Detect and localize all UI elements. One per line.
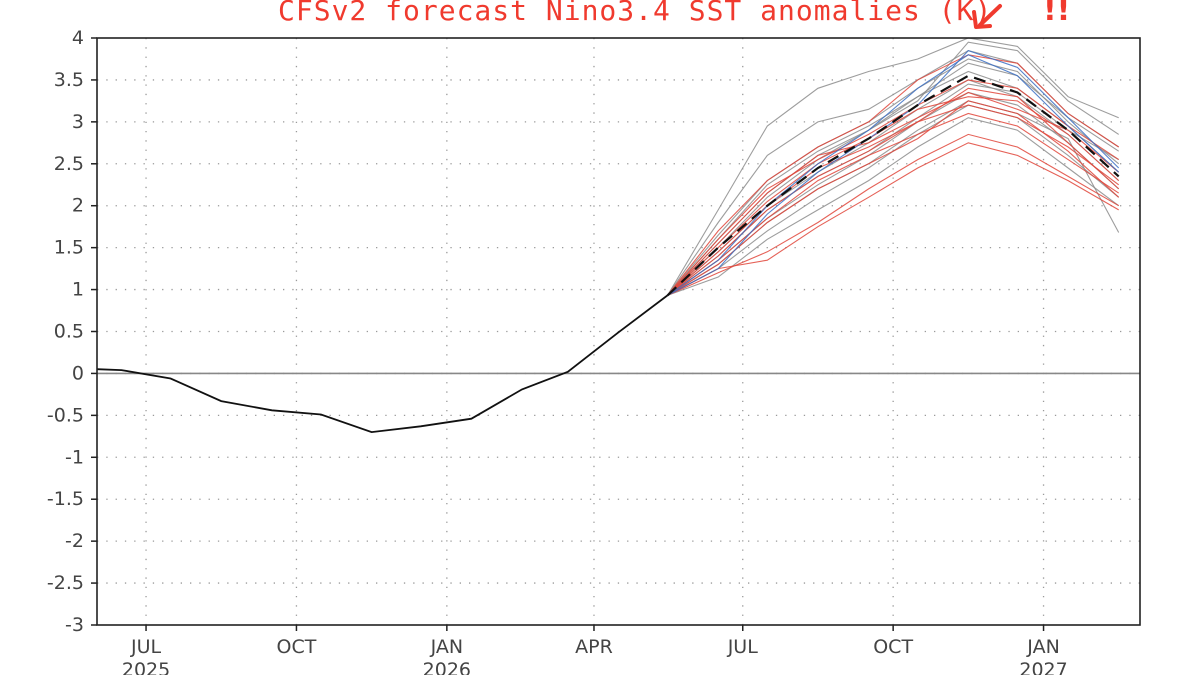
y-tick-label: -1 xyxy=(65,446,84,468)
y-tick-label: -2 xyxy=(65,530,84,552)
y-tick-label: 3 xyxy=(72,111,84,133)
x-tick-month-label: JAN xyxy=(430,636,463,658)
observed-line xyxy=(96,294,669,434)
ensemble-member-line-1 xyxy=(667,37,1119,296)
x-tick-year-label: 2026 xyxy=(423,659,471,675)
ensemble-members-layer xyxy=(667,37,1120,296)
ensemble-member-line-19 xyxy=(667,79,1120,296)
x-tick-month-label: JUL xyxy=(727,636,759,658)
y-tick-label: -0.5 xyxy=(47,404,84,426)
y-tick-label: 2 xyxy=(72,195,84,217)
x-tick-month-label: OCT xyxy=(873,636,913,658)
x-tick-month-label: JAN xyxy=(1026,636,1059,658)
ensemble-member-line-2 xyxy=(667,50,1120,296)
ensemble-member-line-22 xyxy=(667,104,1120,296)
ensemble-member-line-13 xyxy=(667,112,1120,296)
ensemble-mean-line xyxy=(666,74,1120,297)
ensemble-member-line-16 xyxy=(667,54,1120,296)
y-tick-label: 1.5 xyxy=(54,237,84,259)
x-tick-month-label: JUL xyxy=(130,636,162,658)
ensemble-member-line-23 xyxy=(667,49,1120,296)
y-tick-label: 0 xyxy=(72,362,84,384)
ensemble-member-line-8 xyxy=(667,117,1120,296)
ensemble-member-line-15 xyxy=(667,96,1120,296)
y-tick-label: -3 xyxy=(65,614,84,636)
y-tick-label: 1 xyxy=(72,279,84,301)
y-axis-ticks: 4 3.5 3 2.5 2 1.5 1 0.5 0 -0.5 -1 -1.5 -2 -2.5 -3 xyxy=(47,27,97,636)
exclamation-annotation: !! xyxy=(1043,0,1070,28)
y-tick-label: -2.5 xyxy=(47,572,84,594)
y-tick-label: 3.5 xyxy=(54,69,84,91)
y-tick-label: 0.5 xyxy=(54,321,84,343)
x-tick-month-label: APR xyxy=(575,636,613,658)
y-tick-label: -1.5 xyxy=(47,488,84,510)
y-tick-label: 4 xyxy=(72,27,84,49)
ensemble-member-line-7 xyxy=(667,104,1120,296)
ensemble-member-line-12 xyxy=(667,62,1120,296)
x-tick-month-label: OCT xyxy=(277,636,317,658)
ensemble-member-line-21 xyxy=(667,142,1119,296)
title-arrow-annotation xyxy=(972,4,1002,29)
x-tick-year-label: 2025 xyxy=(122,659,170,675)
ensemble-member-line-9 xyxy=(667,41,1120,296)
x-tick-year-label: 2027 xyxy=(1019,659,1067,675)
ensemble-member-line-24 xyxy=(667,54,1120,296)
ensemble-member-line-20 xyxy=(667,91,1120,296)
y-tick-label: 2.5 xyxy=(54,153,84,175)
chart-title: CFSv2 forecast Nino3.4 SST anomalies (K) xyxy=(278,0,992,27)
ensemble-member-line-14 xyxy=(667,133,1119,296)
